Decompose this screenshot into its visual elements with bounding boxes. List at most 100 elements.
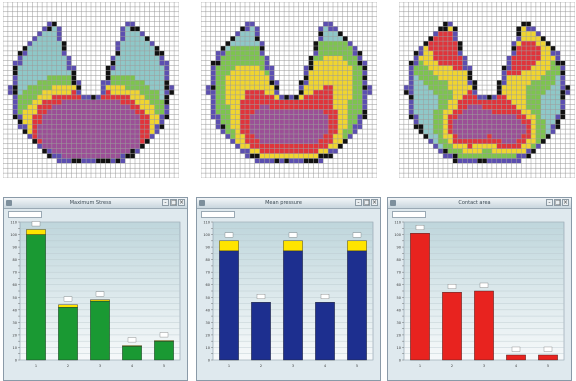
heatmap-cell (235, 75, 240, 80)
heatmap-cell (472, 95, 477, 100)
heatmap-cell (62, 144, 67, 149)
heatmap-cell (353, 129, 358, 134)
close-icon[interactable]: × (178, 199, 185, 206)
heatmap-cell (67, 149, 72, 154)
maximize-icon[interactable]: □ (363, 199, 370, 206)
heatmap-cell (482, 114, 487, 119)
heatmap-cell (32, 61, 37, 66)
heatmap-cell (304, 139, 309, 144)
heatmap-cell (235, 144, 240, 149)
heatmap-cell (299, 144, 304, 149)
heatmap-cell (211, 80, 216, 85)
heatmap-cell (419, 105, 424, 110)
heatmap-cell (140, 129, 145, 134)
heatmap-cell (511, 61, 516, 66)
heatmap-cell (482, 129, 487, 134)
heatmap-cell (269, 149, 274, 154)
heatmap-cell (536, 31, 541, 36)
heatmap-cell (140, 75, 145, 80)
window-titlebar[interactable]: Mean pressure - □ × (197, 198, 380, 209)
maximize-icon[interactable]: □ (170, 199, 177, 206)
heatmap-cell (225, 75, 230, 80)
minimize-icon[interactable]: - (162, 199, 169, 206)
heatmap-cell (150, 85, 155, 90)
heatmap-cell (260, 46, 265, 51)
close-icon[interactable]: × (371, 199, 378, 206)
heatmap-cell (343, 46, 348, 51)
heatmap-cell (13, 66, 18, 71)
heatmap-cell (414, 56, 419, 61)
heatmap-cell (338, 100, 343, 105)
heatmap-cell (309, 119, 314, 124)
heatmap-cell (145, 124, 150, 129)
heatmap-cell (309, 90, 314, 95)
heatmap-cell (343, 110, 348, 115)
heatmap-cell (453, 70, 458, 75)
heatmap-cell (106, 105, 111, 110)
chart-selector[interactable] (201, 211, 235, 218)
heatmap-cell (357, 95, 362, 100)
heatmap-cell (120, 36, 125, 41)
heatmap-cell (526, 114, 531, 119)
heatmap-cell (438, 61, 443, 66)
heatmap-cell (235, 31, 240, 36)
heatmap-cell (225, 110, 230, 115)
heatmap-cell (443, 80, 448, 85)
chart-selector[interactable] (392, 211, 426, 218)
heatmap-cell (260, 41, 265, 46)
heatmap-cell (323, 90, 328, 95)
heatmap-cell (269, 139, 274, 144)
heatmap-cell (309, 149, 314, 154)
heatmap-cell (546, 41, 551, 46)
heatmap-cell (145, 70, 150, 75)
heatmap-cell (106, 95, 111, 100)
heatmap-cell (279, 119, 284, 124)
close-icon[interactable]: × (562, 199, 569, 206)
heatmap-cell (76, 85, 81, 90)
heatmap-cell (428, 46, 433, 51)
heatmap-cell (265, 119, 270, 124)
heatmap-cell (240, 95, 245, 100)
heatmap-cell (240, 149, 245, 154)
heatmap-cell (120, 154, 125, 159)
heatmap-cell (52, 149, 57, 154)
heatmap-cell (255, 158, 260, 163)
heatmap-cell (348, 129, 353, 134)
heatmap-cell (140, 134, 145, 139)
heatmap-cell (37, 31, 42, 36)
heatmap-cell (130, 41, 135, 46)
heatmap-cell (216, 95, 221, 100)
window-titlebar[interactable]: Contact area - □ × (388, 198, 571, 209)
heatmap-cell (159, 90, 164, 95)
maximize-icon[interactable]: □ (554, 199, 561, 206)
heatmap-cell (546, 105, 551, 110)
heatmap-cell (269, 134, 274, 139)
heatmap-cell (159, 100, 164, 105)
heatmap-cell (164, 75, 169, 80)
heatmap-cell (560, 75, 565, 80)
heatmap-cell (106, 119, 111, 124)
heatmap-cell (115, 139, 120, 144)
minimize-icon[interactable]: - (546, 199, 553, 206)
heatmap-cell (404, 90, 409, 95)
heatmap-cell (274, 149, 279, 154)
minimize-icon[interactable]: - (355, 199, 362, 206)
heatmap-cell (414, 75, 419, 80)
heatmap-cell (313, 51, 318, 56)
chart-selector[interactable] (8, 211, 42, 218)
heatmap-cell (230, 46, 235, 51)
heatmap-cell (240, 75, 245, 80)
heatmap-cell (482, 139, 487, 144)
heatmap-cell (304, 66, 309, 71)
heatmap-cell (448, 119, 453, 124)
heatmap-cell (67, 105, 72, 110)
heatmap-cell (245, 75, 250, 80)
heatmap-cell (309, 144, 314, 149)
heatmap-cell (235, 36, 240, 41)
heatmap-cell (304, 158, 309, 163)
heatmap-cell (269, 119, 274, 124)
window-titlebar[interactable]: Maximum Stress - □ × (4, 198, 187, 209)
heatmap-cell (516, 80, 521, 85)
heatmap-cell (299, 110, 304, 115)
heatmap-cell (71, 90, 76, 95)
